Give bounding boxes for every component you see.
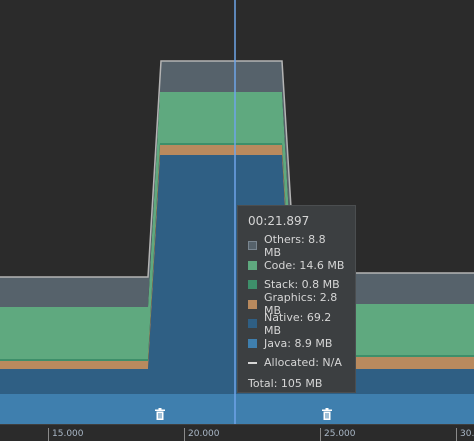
- native-swatch: [248, 319, 257, 329]
- java-band: [0, 394, 474, 424]
- legend-row-stack: Stack: 0.8 MB: [248, 275, 345, 295]
- legend-row-java: Java: 8.9 MB: [248, 334, 345, 354]
- native-label: Native: 69.2 MB: [264, 310, 332, 337]
- others-swatch: [248, 241, 257, 251]
- others-label: Others: 8.8 MB: [264, 232, 326, 259]
- axis-tick: [456, 428, 457, 441]
- axis-label-20000: 20.000: [188, 429, 220, 439]
- legend-row-allocated: Allocated: N/A: [248, 353, 345, 373]
- code-swatch: [248, 260, 257, 270]
- allocated-label: Allocated: N/A: [264, 356, 342, 370]
- memory-tooltip: 00:21.897 Others: 8.8 MB Code: 14.6 MB S…: [237, 205, 356, 393]
- time-axis: 15.000 20.000 25.000 30.0: [0, 424, 474, 441]
- axis-tick: [184, 428, 185, 441]
- stack-swatch: [248, 280, 257, 290]
- axis-label-15000: 15.000: [52, 429, 84, 439]
- code-area: [0, 92, 474, 359]
- axis-tick: [48, 428, 49, 441]
- others-area: [0, 61, 474, 307]
- allocated-dash-icon: [248, 361, 257, 364]
- axis-label-25000: 25.000: [324, 429, 356, 439]
- trash-icon[interactable]: [155, 408, 165, 420]
- java-swatch: [248, 338, 257, 348]
- legend-row-graphics: Graphics: 2.8 MB: [248, 291, 345, 317]
- tooltip-time: 00:21.897: [248, 214, 310, 228]
- java-label: Java: 8.9 MB: [264, 336, 333, 350]
- graphics-swatch: [248, 299, 257, 309]
- code-label: Code: 14.6 MB: [264, 258, 345, 272]
- legend-row-code: Code: 14.6 MB: [248, 256, 345, 276]
- legend-row-others: Others: 8.8 MB: [248, 232, 345, 259]
- stack-label: Stack: 0.8 MB: [264, 278, 340, 292]
- graphics-label: Graphics: 2.8 MB: [264, 291, 338, 318]
- trash-icon[interactable]: [322, 408, 332, 420]
- tooltip-total: Total: 105 MB: [248, 376, 323, 390]
- legend-row-native: Native: 69.2 MB: [248, 310, 345, 337]
- axis-label-30000: 30.0: [460, 429, 474, 439]
- axis-tick: [320, 428, 321, 441]
